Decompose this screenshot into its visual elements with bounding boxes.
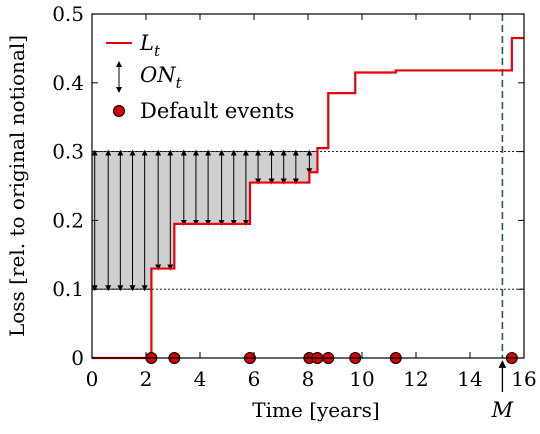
y-tick-label: 0.3 <box>52 140 84 164</box>
maturity-label: M <box>491 398 514 422</box>
x-tick-label: 8 <box>302 367 315 391</box>
legend-loss-label: Lt <box>139 31 161 60</box>
legend-notional-main: ON <box>140 63 176 87</box>
legend-events-label: Default events <box>140 99 294 123</box>
y-tick-label: 0 <box>71 346 84 370</box>
x-axis-label: Time [years] <box>252 398 379 422</box>
loss-step-line <box>92 36 524 360</box>
x-tick-label: 4 <box>194 367 207 391</box>
axis-ticks: 0 2 4 6 8 10 12 14 16 0 0.1 0.2 0.3 0.4 0.5 <box>52 2 537 391</box>
x-tick-label: 10 <box>349 367 374 391</box>
x-tick-label: 14 <box>457 367 482 391</box>
loss-line <box>92 36 524 360</box>
x-tick-label: 16 <box>511 367 536 391</box>
x-tick-label: 6 <box>248 367 261 391</box>
x-tick-label: 0 <box>86 367 99 391</box>
legend-events-swatch <box>113 105 125 117</box>
y-tick-label: 0.4 <box>52 71 84 95</box>
x-tick-label: 2 <box>140 367 153 391</box>
y-tick-label: 0.5 <box>52 2 84 26</box>
legend: Lt ONt Default events <box>106 31 294 123</box>
y-tick-label: 0.1 <box>52 277 84 301</box>
legend-notional-sub: t <box>176 74 183 92</box>
y-tick-label: 0.2 <box>52 208 84 232</box>
legend-loss-sub: t <box>154 42 161 60</box>
x-tick-label: 12 <box>403 367 428 391</box>
y-axis-label: Loss [rel. to original notional] <box>5 35 29 337</box>
legend-notional-label: ONt <box>140 63 183 92</box>
legend-loss-main: L <box>139 31 154 55</box>
